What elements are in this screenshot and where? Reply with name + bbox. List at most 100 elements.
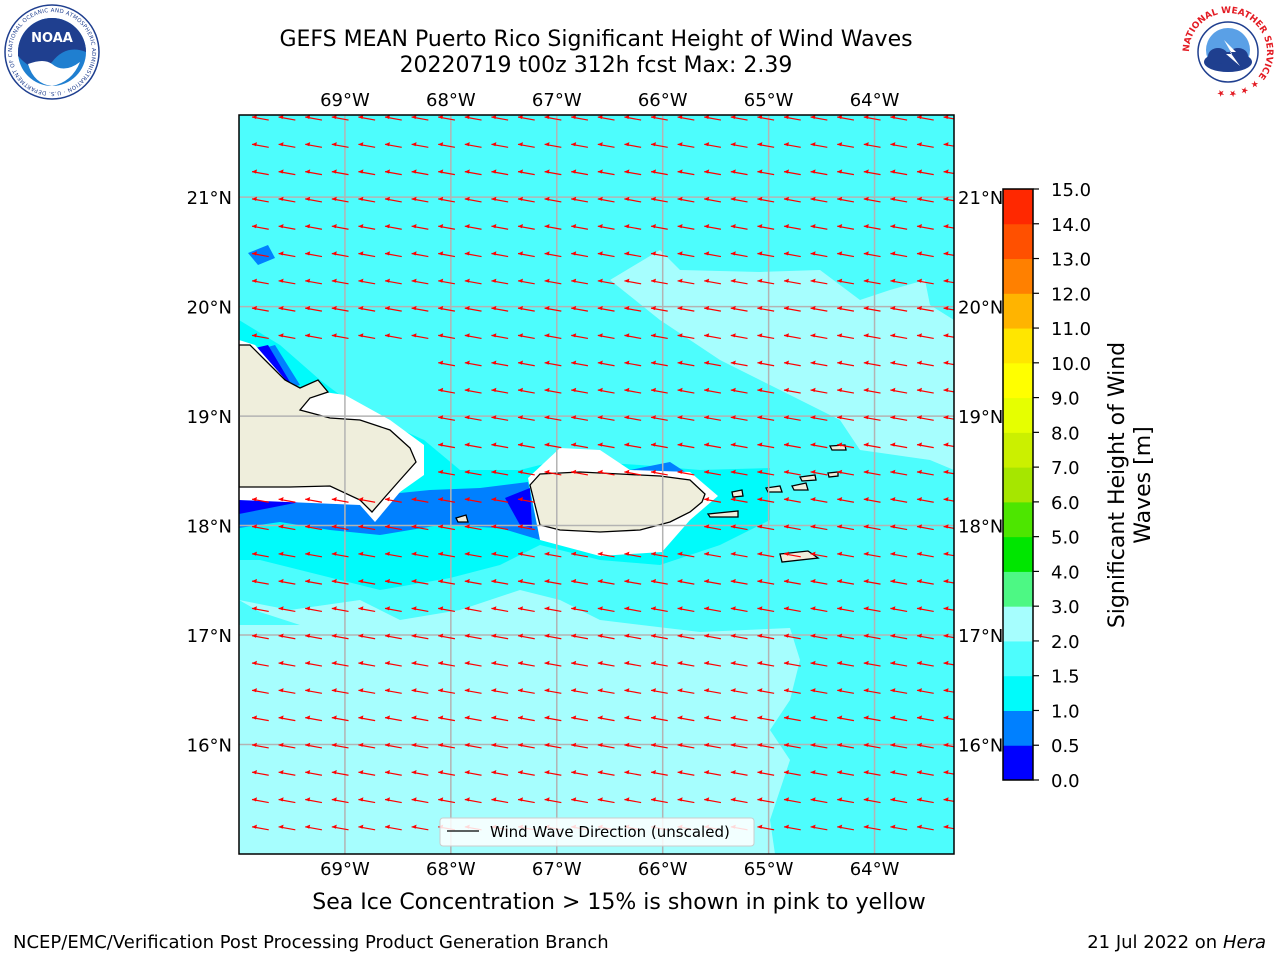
- wave-arrow: [305, 688, 323, 694]
- wave-arrow: [544, 688, 562, 694]
- wave-arrow: [943, 224, 954, 229]
- wave-arrow: [411, 770, 429, 776]
- wave-arrow: [677, 442, 695, 449]
- wave-arrow: [331, 169, 349, 176]
- wave-arrow: [597, 770, 615, 776]
- wave-arrow: [783, 497, 801, 503]
- wave-arrow: [916, 169, 934, 176]
- wave-arrow: [464, 169, 482, 176]
- wave-arrow: [916, 115, 934, 121]
- wave-arrow: [491, 387, 509, 394]
- wave-arrow: [677, 115, 695, 121]
- wave-arrow: [677, 251, 695, 258]
- wave-arrow: [491, 660, 509, 667]
- wave-arrow: [544, 442, 562, 449]
- wave-arrow: [438, 715, 456, 722]
- wave-arrow: [704, 442, 722, 449]
- wave-arrow: [438, 797, 456, 804]
- wave-arrow: [305, 497, 323, 503]
- footer-host: Hera: [1222, 932, 1266, 953]
- wave-arrow: [517, 278, 535, 285]
- wave-arrow: [677, 688, 695, 694]
- wave-arrow: [438, 360, 456, 367]
- wave-arrow: [571, 797, 589, 804]
- wave-arrow: [358, 688, 376, 694]
- wave-arrow: [837, 442, 855, 449]
- wave-arrow: [411, 251, 429, 258]
- wave-arrow: [916, 524, 934, 531]
- wave-arrow: [757, 715, 775, 722]
- legend-box: [439, 817, 755, 847]
- wave-arrow: [757, 115, 775, 121]
- wave-arrow: [544, 169, 562, 176]
- wave-arrow: [597, 797, 615, 804]
- wave-arrow: [251, 797, 269, 804]
- wave-arrow: [650, 251, 668, 258]
- wave-arrow: [837, 715, 855, 722]
- wave-arrow: [943, 606, 954, 611]
- wave-arrow: [305, 305, 323, 312]
- wave-arrow: [677, 142, 695, 148]
- wave-arrow: [943, 551, 954, 557]
- land-virgin-islands-4: [799, 474, 817, 482]
- wave-arrow: [411, 278, 429, 285]
- wave-arrow: [491, 633, 509, 640]
- wave-arrow: [544, 196, 562, 203]
- wave-arrow: [730, 115, 748, 121]
- wave-arrow: [943, 469, 954, 475]
- wave-arrow: [890, 688, 908, 694]
- lat-label-left: 19°N: [187, 407, 232, 428]
- wave-arrow: [384, 169, 402, 176]
- wave-arrow: [704, 387, 722, 394]
- wave-arrow: [305, 715, 323, 722]
- land-virgin-islands-1: [731, 489, 744, 498]
- wave-arrow: [597, 169, 615, 176]
- wave-arrow: [491, 333, 509, 340]
- colorbar-segment: [1003, 467, 1033, 503]
- longitude-labels-top: 69°W 68°W 67°W 66°W 65°W 64°W: [320, 90, 900, 111]
- colorbar-tick-label: 0.5: [1051, 736, 1080, 757]
- wave-arrow: [278, 169, 296, 176]
- wave-arrow: [863, 360, 881, 367]
- wave-arrow: [730, 387, 748, 394]
- lon-label-bottom: 65°W: [744, 859, 794, 880]
- lon-label-bottom: 69°W: [320, 859, 370, 880]
- wave-arrow: [331, 824, 349, 831]
- wave-arrow: [810, 142, 828, 148]
- wave-arrow: [384, 633, 402, 640]
- wave-arrow: [837, 524, 855, 531]
- wave-arrow: [544, 224, 562, 230]
- wave-arrow: [571, 551, 589, 558]
- wave-arrow: [757, 251, 775, 258]
- wave-arrow: [571, 770, 589, 776]
- wave-arrow: [783, 742, 801, 749]
- wave-arrow: [251, 633, 269, 640]
- lat-label-right: 16°N: [958, 736, 1003, 757]
- wave-arrow: [278, 742, 296, 749]
- lat-label-left: 17°N: [187, 626, 232, 647]
- wave-arrow: [464, 524, 482, 531]
- wave-arrow: [863, 497, 881, 503]
- wave-arrow: [650, 224, 668, 230]
- wave-arrow: [916, 142, 934, 148]
- wave-arrow: [517, 333, 535, 340]
- wave-arrow: [650, 551, 668, 558]
- wave-arrow: [491, 169, 509, 176]
- wave-arrow: [916, 415, 934, 421]
- wave-arrow: [810, 169, 828, 176]
- wave-arrow: [837, 196, 855, 203]
- wave-arrow: [624, 305, 642, 312]
- wave-arrow: [305, 797, 323, 804]
- colorbar-segment: [1003, 536, 1033, 572]
- wave-arrow: [677, 770, 695, 776]
- wave-arrow: [730, 196, 748, 203]
- wave-arrow: [650, 770, 668, 776]
- wave-arrow: [863, 469, 881, 476]
- wave-arrow: [544, 660, 562, 667]
- wave-arrow: [943, 497, 954, 502]
- wave-arrow: [438, 469, 456, 476]
- wave-arrow: [544, 606, 562, 613]
- wave-arrow: [305, 551, 323, 558]
- wave-arrow: [251, 524, 269, 531]
- wave-arrow: [916, 469, 934, 476]
